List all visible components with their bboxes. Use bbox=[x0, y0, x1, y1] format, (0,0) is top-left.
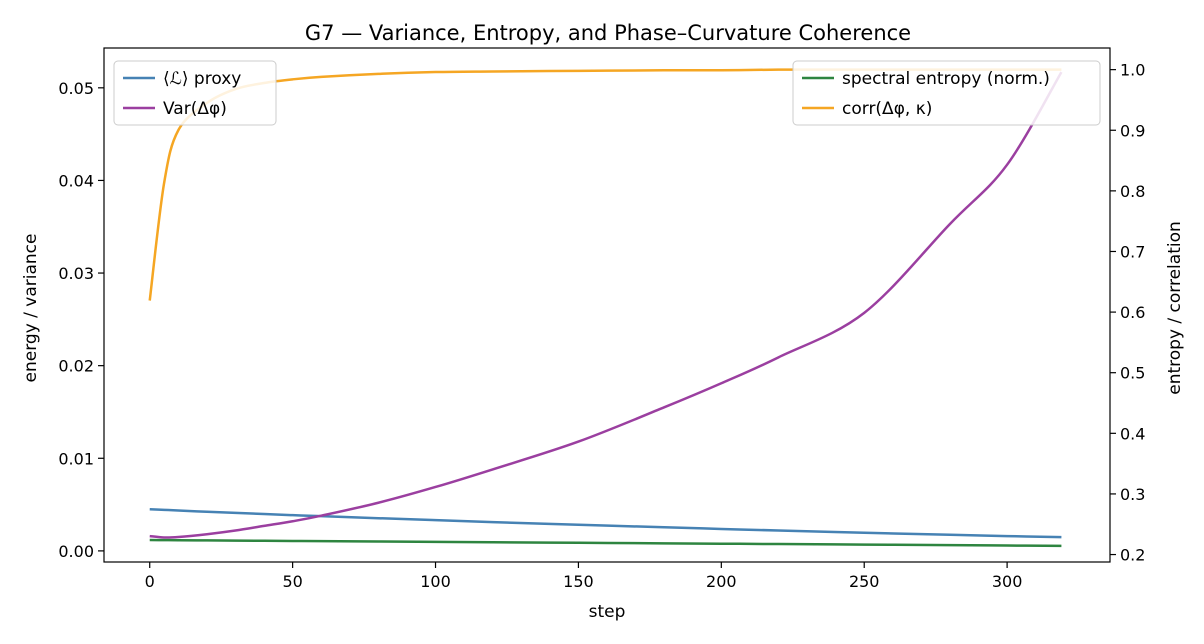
legend-label-var-dphi: Var(Δφ) bbox=[163, 99, 227, 119]
legend-right: spectral entropy (norm.) corr(Δφ, κ) bbox=[792, 60, 1101, 126]
legend-left: ⟨ℒ⟩ proxy Var(Δφ) bbox=[113, 60, 277, 126]
right-y-tick-label: 0.4 bbox=[1120, 424, 1145, 443]
series-line-var-dphi bbox=[149, 71, 1063, 539]
legend-label-energy-proxy: ⟨ℒ⟩ proxy bbox=[163, 69, 241, 89]
right-y-tick-label: 1.0 bbox=[1120, 61, 1145, 80]
left-y-axis-label: energy / variance bbox=[21, 234, 41, 383]
right-y-axis-label: entropy / correlation bbox=[1165, 221, 1185, 395]
series-line-spectral-entropy bbox=[149, 538, 1062, 548]
right-y-tick-label: 0.2 bbox=[1120, 546, 1145, 565]
x-tick-label: 0 bbox=[145, 572, 155, 591]
right-y-tick-label: 0.8 bbox=[1120, 182, 1145, 201]
right-y-axis-ticks: 0.2 0.3 0.4 0.5 0.6 0.7 0.8 0.9 1.0 bbox=[1110, 61, 1145, 565]
x-tick-label: 200 bbox=[706, 572, 737, 591]
x-axis-ticks: 0 50 100 150 200 250 300 bbox=[145, 562, 1023, 591]
legend-label-spectral-entropy: spectral entropy (norm.) bbox=[842, 69, 1050, 89]
left-y-tick-label: 0.02 bbox=[58, 357, 94, 376]
x-tick-label: 300 bbox=[992, 572, 1023, 591]
left-y-axis-ticks: 0.00 0.01 0.02 0.03 0.04 0.05 bbox=[58, 79, 104, 561]
right-y-tick-label: 0.5 bbox=[1120, 364, 1145, 383]
x-tick-label: 250 bbox=[849, 572, 880, 591]
right-y-tick-label: 0.7 bbox=[1120, 242, 1145, 261]
x-axis-label: step bbox=[589, 602, 626, 622]
x-tick-label: 50 bbox=[282, 572, 302, 591]
chart-title: G7 — Variance, Entropy, and Phase–Curvat… bbox=[305, 21, 911, 45]
left-y-tick-label: 0.00 bbox=[58, 542, 94, 561]
left-y-tick-label: 0.01 bbox=[58, 449, 94, 468]
right-y-tick-label: 0.3 bbox=[1120, 485, 1145, 504]
left-y-tick-label: 0.03 bbox=[58, 264, 94, 283]
left-y-tick-label: 0.04 bbox=[58, 171, 94, 190]
right-y-tick-label: 0.6 bbox=[1120, 303, 1145, 322]
legend-label-corr: corr(Δφ, κ) bbox=[842, 99, 932, 119]
right-y-tick-label: 0.9 bbox=[1120, 121, 1145, 140]
series-line-energy-proxy bbox=[149, 507, 1062, 539]
plot-frame bbox=[103, 47, 1111, 563]
x-tick-label: 100 bbox=[420, 572, 451, 591]
left-y-tick-label: 0.05 bbox=[58, 79, 94, 98]
x-tick-label: 150 bbox=[563, 572, 594, 591]
